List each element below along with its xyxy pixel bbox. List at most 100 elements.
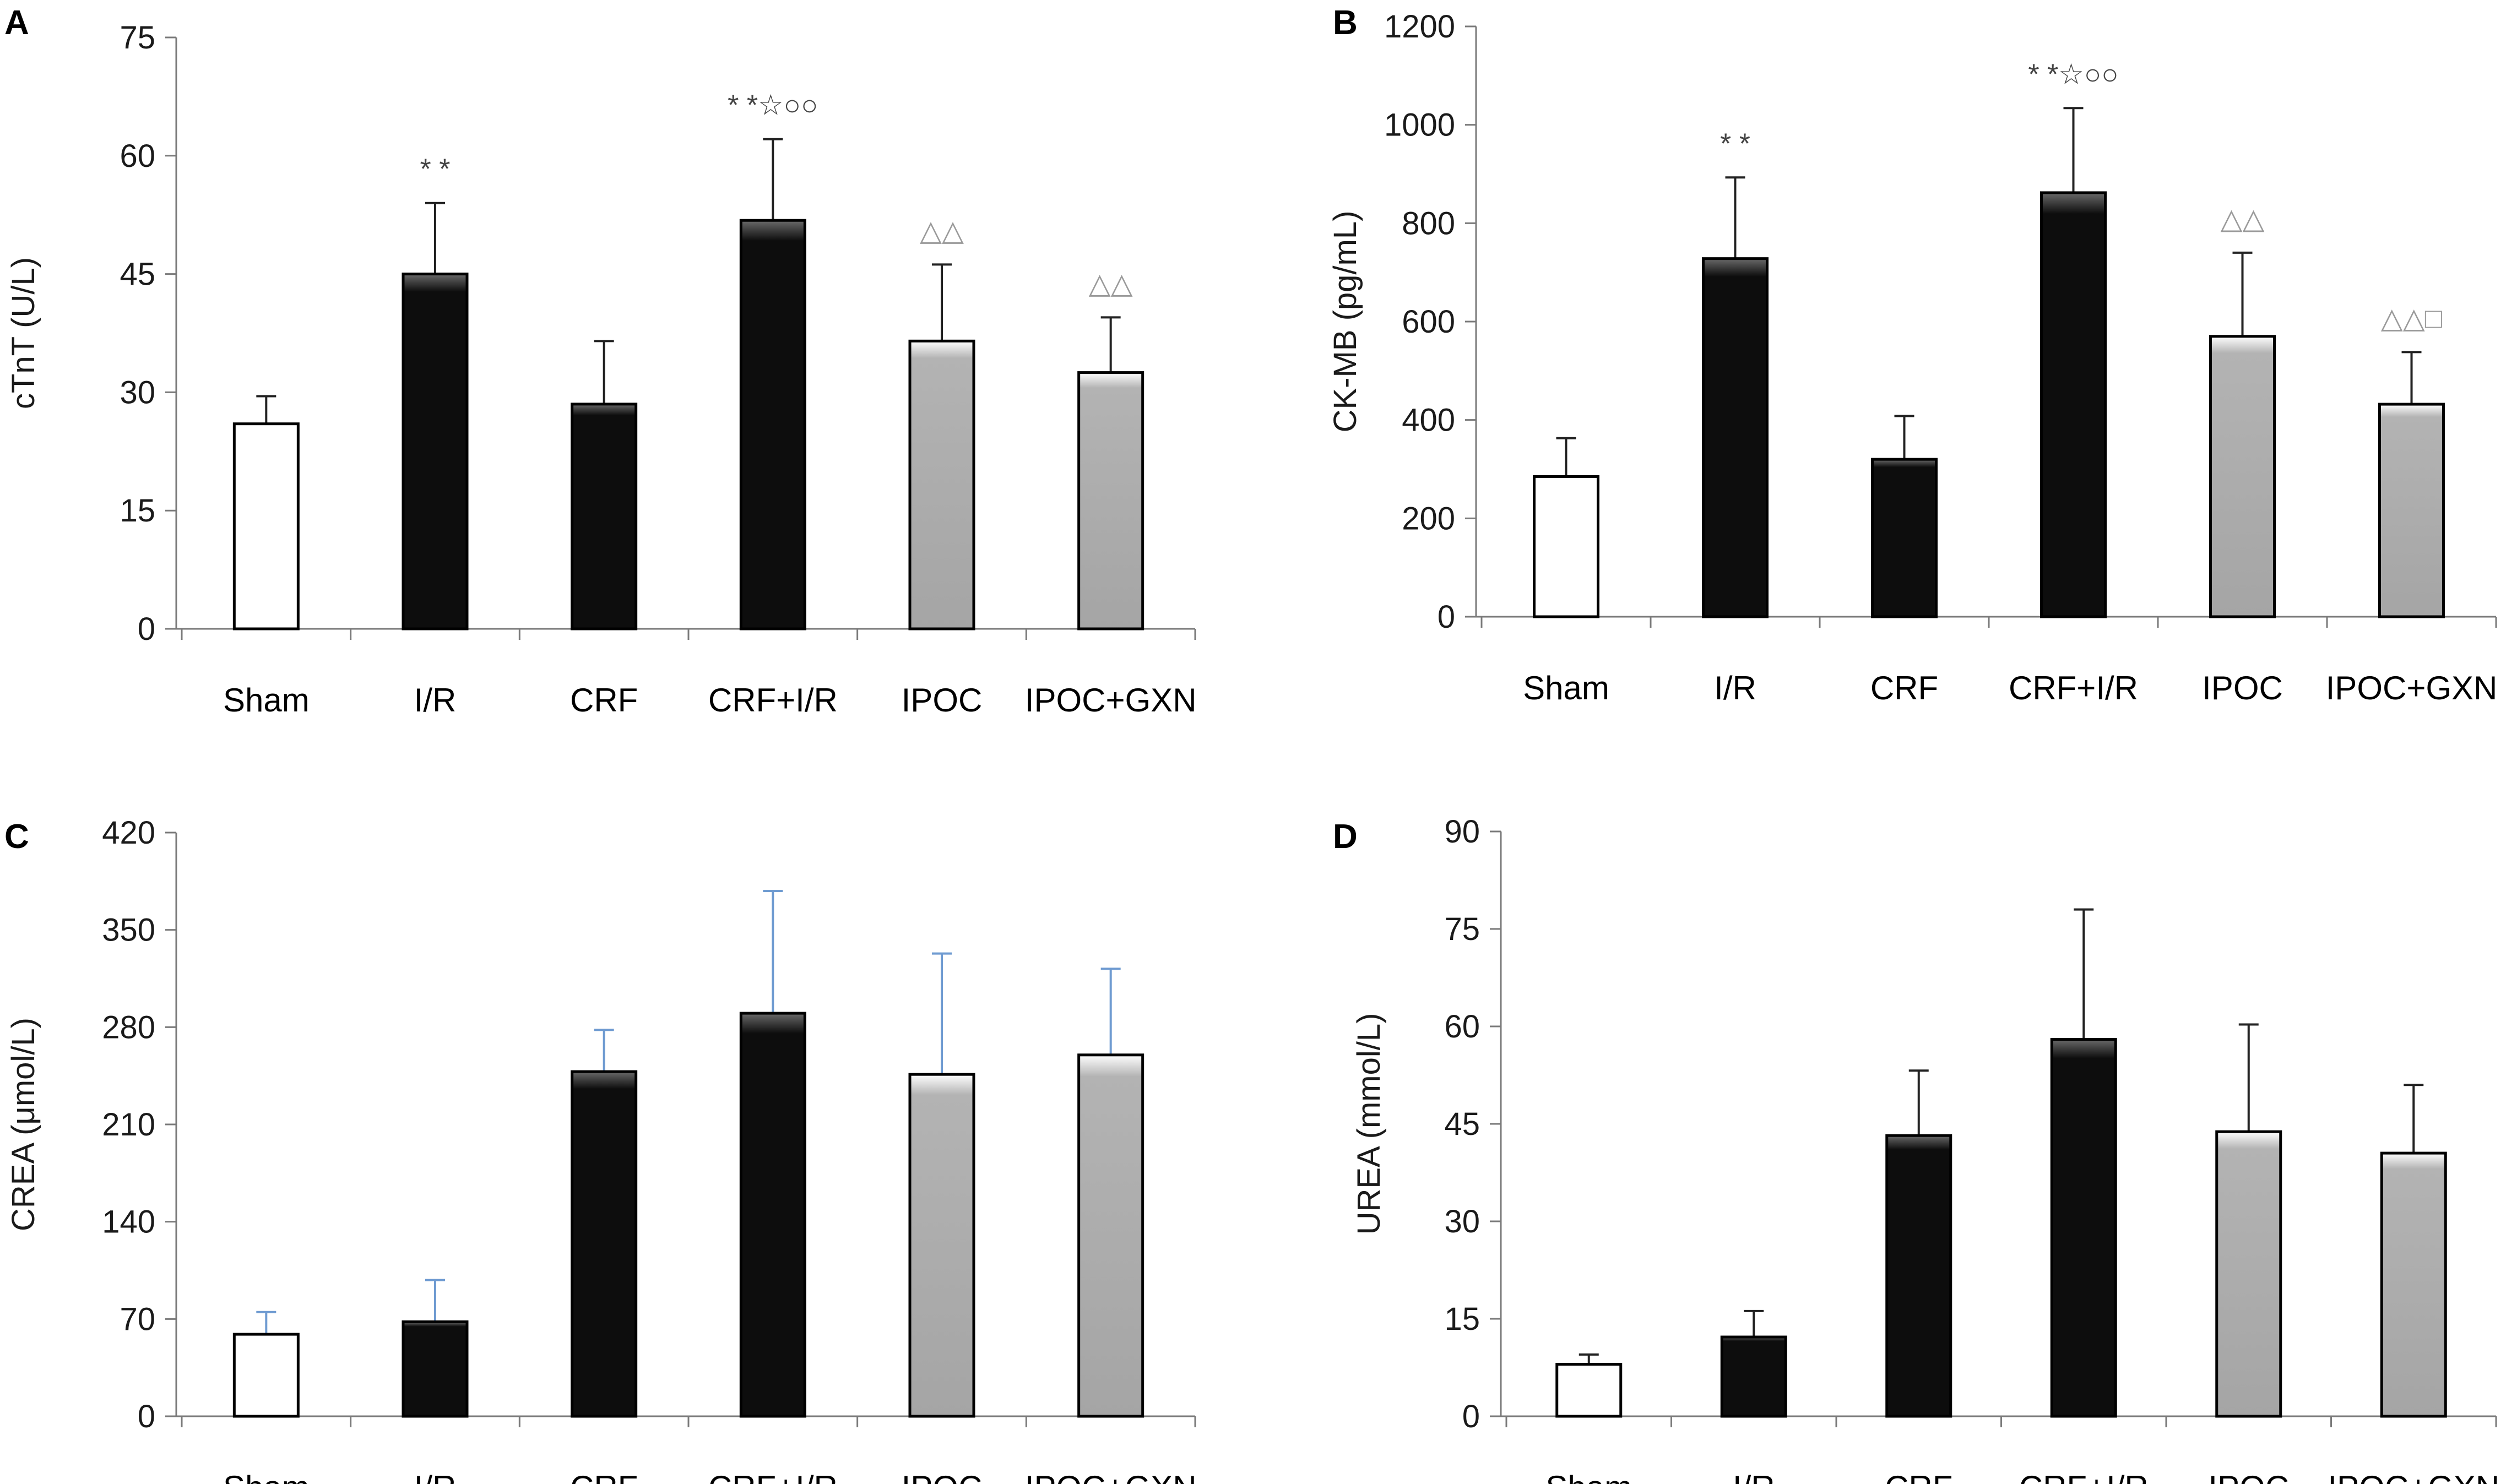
bar-I/R xyxy=(1702,257,1769,618)
category-label: Sham xyxy=(223,682,310,719)
y-tick-label: 90 xyxy=(1444,814,1480,850)
significance-mark: * * xyxy=(1720,128,1750,160)
bar-IPOC xyxy=(2215,1130,2282,1418)
y-tick-label: 140 xyxy=(102,1204,155,1240)
y-tick-label: 15 xyxy=(1444,1301,1480,1337)
category-label: CRF+I/R xyxy=(708,1469,838,1484)
significance-mark: * * xyxy=(420,154,451,186)
bar-IPOC+GXN xyxy=(1077,371,1144,630)
y-tick-label: 200 xyxy=(1402,501,1455,536)
bar-CRF+I/R xyxy=(739,1012,806,1418)
y-axis-label: cTnT (U/L) xyxy=(6,257,41,409)
chart-cTnT: 0 15 30 45 60 75 cTnT (U/L) Sham * * I/R CRF * *☆○○… xyxy=(6,20,1197,719)
category-label: CRF+I/R xyxy=(2009,670,2138,706)
bar-CRF xyxy=(1871,458,1938,618)
significance-mark: * *☆○○ xyxy=(2028,58,2118,90)
category-label: IPOC xyxy=(2208,1469,2289,1484)
significance-mark: △△□ xyxy=(2381,302,2443,334)
bar-Sham xyxy=(232,1333,300,1418)
y-tick-label: 75 xyxy=(1444,911,1480,947)
y-tick-label: 350 xyxy=(102,912,155,948)
y-tick-label: 1000 xyxy=(1384,107,1455,143)
panel-letter-B: B xyxy=(1333,4,1358,42)
y-tick-label: 30 xyxy=(1444,1204,1480,1240)
y-tick-label: 210 xyxy=(102,1107,155,1143)
y-tick-label: 0 xyxy=(1462,1399,1480,1434)
y-tick-label: 600 xyxy=(1402,304,1455,340)
bar-IPOC xyxy=(908,339,975,630)
category-label: I/R xyxy=(1733,1469,1775,1484)
chart-CK-MB: 0 200 400 600 800 1000 1200 CK-MB (pg/mL) Sham * … xyxy=(1327,9,2497,706)
category-label: I/R xyxy=(1714,670,1756,706)
y-tick-label: 70 xyxy=(120,1301,155,1337)
y-tick-label: 45 xyxy=(1444,1106,1480,1142)
bar-CRF xyxy=(571,403,638,630)
category-label: IPOC+GXN xyxy=(1025,682,1197,719)
category-label: CRF+I/R xyxy=(2019,1469,2149,1484)
y-tick-label: 45 xyxy=(120,257,155,292)
bar-IPOC xyxy=(2209,335,2276,618)
y-tick-label: 0 xyxy=(1438,599,1455,635)
bar-Sham xyxy=(1555,1363,1623,1418)
bar-CRF xyxy=(571,1070,638,1418)
y-axis-label: UREA (mmol/L) xyxy=(1351,1013,1387,1235)
bar-CRF+I/R xyxy=(739,219,806,630)
bar-CRF+I/R xyxy=(2040,191,2107,618)
y-tick-label: 75 xyxy=(120,20,155,56)
y-tick-label: 60 xyxy=(120,138,155,174)
significance-mark: △△ xyxy=(920,215,964,247)
category-label: IPOC xyxy=(902,682,983,719)
bar-CRF+I/R xyxy=(2050,1038,2117,1418)
category-label: CRF+I/R xyxy=(708,682,838,719)
y-tick-label: 30 xyxy=(120,374,155,410)
y-tick-label: 0 xyxy=(138,611,155,647)
category-label: CRF xyxy=(570,1469,638,1484)
chart-CREA: 0 70 140 210 280 350 420 CREA (μmol/L) Sham I/R CR… xyxy=(6,815,1197,1484)
bar-IPOC+GXN xyxy=(2380,1151,2447,1418)
bar-IPOC+GXN xyxy=(2378,403,2445,618)
y-tick-label: 0 xyxy=(138,1399,155,1434)
chart-UREA: 0 15 30 45 60 75 90 UREA (mmol/L) Sham I/R CRF CRF+… xyxy=(1351,814,2499,1484)
bar-I/R xyxy=(402,273,469,630)
category-label: Sham xyxy=(223,1469,310,1484)
panel-B: B 0 200 400 600 800 1000 1200 CK-MB (pg/mL) Sham… xyxy=(1327,4,2497,706)
y-tick-label: 280 xyxy=(102,1009,155,1045)
category-label: CRF xyxy=(570,682,638,719)
bar-I/R xyxy=(1720,1335,1787,1418)
y-tick-label: 1200 xyxy=(1384,9,1455,45)
bar-Sham xyxy=(1533,475,1599,618)
panel-letter-A: A xyxy=(4,4,29,42)
panel-D: D 0 15 30 45 60 75 90 UREA (mmol/L) Sham I/R CRF CR… xyxy=(1333,814,2499,1484)
bar-IPOC+GXN xyxy=(1077,1053,1144,1418)
significance-mark: * *☆○○ xyxy=(728,90,818,122)
category-label: Sham xyxy=(1523,670,1609,706)
y-tick-label: 60 xyxy=(1444,1009,1480,1045)
panel-A: A 0 15 30 45 60 75 cTnT (U/L) Sham * * I/R CRF * *☆… xyxy=(4,4,1197,719)
y-tick-label: 420 xyxy=(102,815,155,851)
category-label: Sham xyxy=(1545,1469,1632,1484)
y-axis-label: CREA (μmol/L) xyxy=(6,1018,41,1231)
significance-mark: △△ xyxy=(2221,203,2265,235)
category-label: CRF xyxy=(1885,1469,1952,1484)
panel-letter-C: C xyxy=(4,818,29,856)
category-label: IPOC xyxy=(2202,670,2283,706)
significance-mark: △△ xyxy=(1089,268,1133,300)
panel-letter-D: D xyxy=(1333,818,1358,856)
category-label: IPOC+GXN xyxy=(1025,1469,1197,1484)
category-label: IPOC xyxy=(902,1469,983,1484)
bar-IPOC xyxy=(908,1073,975,1418)
y-axis-label: CK-MB (pg/mL) xyxy=(1327,211,1363,433)
category-label: I/R xyxy=(414,682,457,719)
category-label: I/R xyxy=(414,1469,457,1484)
panel-C: C 0 70 140 210 280 350 420 CREA (μmol/L) Sham I/R… xyxy=(4,815,1197,1484)
y-tick-label: 15 xyxy=(120,493,155,529)
category-label: CRF xyxy=(1870,670,1938,706)
bar-I/R xyxy=(402,1320,469,1418)
category-label: IPOC+GXN xyxy=(2326,670,2498,706)
bar-CRF xyxy=(1885,1134,1952,1418)
category-label: IPOC+GXN xyxy=(2328,1469,2499,1484)
y-tick-label: 800 xyxy=(1402,205,1455,241)
bar-Sham xyxy=(232,422,300,630)
y-tick-label: 400 xyxy=(1402,403,1455,438)
